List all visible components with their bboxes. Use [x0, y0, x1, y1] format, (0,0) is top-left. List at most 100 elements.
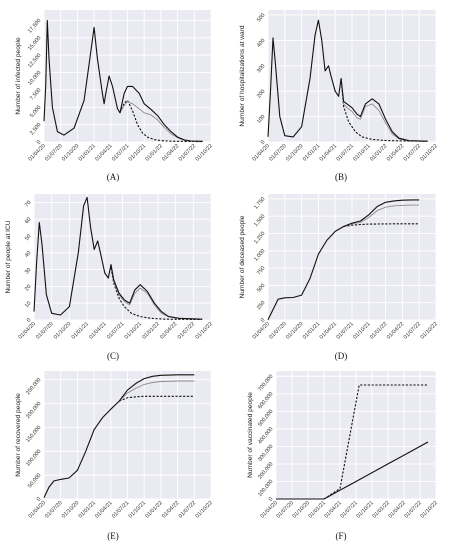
x-tick-label: 01/10/20: [53, 321, 72, 340]
y-tick-label: 40: [24, 250, 33, 259]
x-tick-label: 01/04/22: [159, 321, 178, 340]
x-tick-label: 01/04/21: [88, 321, 107, 340]
y-tick-label: 500: [256, 13, 267, 24]
x-tick-label: 01/01/21: [302, 321, 321, 340]
x-tick-label: 01/01/22: [144, 500, 163, 519]
x-tick-label: 01/04/20: [252, 143, 271, 162]
series-line-s3: [323, 384, 428, 500]
x-tick-label: 01/07/20: [268, 143, 287, 162]
y-tick-label: 150,000: [25, 425, 42, 444]
y-tick-label: 300: [256, 63, 267, 74]
series-line-s2: [118, 380, 195, 402]
x-tick-label: 01/07/22: [403, 143, 422, 162]
x-tick-label: 01/07/22: [178, 143, 197, 162]
x-tick-label: 01/04/21: [319, 321, 338, 340]
y-axis-title: Number of infected people: [15, 37, 22, 115]
y-tick-label: 5,000: [29, 105, 42, 119]
y-tick-label: 20: [24, 284, 33, 293]
y-tick-label: 0: [26, 317, 33, 323]
series-line-s3: [343, 223, 420, 228]
x-tick-label: 01/10/21: [128, 143, 147, 162]
y-tick-label: 500: [256, 283, 267, 294]
x-tick-label: 01/10/20: [285, 321, 304, 340]
series-line-s1: [267, 199, 420, 320]
y-tick-label: 15,000: [27, 35, 42, 52]
x-tick-label: 01/10/21: [128, 500, 147, 519]
y-tick-label: 250: [256, 300, 267, 311]
series-line-s1: [43, 19, 203, 142]
y-tick-label: 1,250: [253, 231, 266, 245]
x-tick-label: 01/10/22: [195, 500, 214, 519]
y-tick-label: 600,000: [257, 391, 274, 410]
series-line-s1: [33, 196, 203, 320]
x-tick-label: 01/04/20: [28, 143, 47, 162]
y-tick-label: 0: [260, 317, 267, 323]
y-tick-label: 10,000: [27, 70, 42, 87]
x-tick-label: 01/07/22: [178, 500, 197, 519]
panel-label: (F): [336, 531, 347, 541]
panel-label: (B): [335, 172, 347, 182]
y-tick-label: 0: [268, 496, 275, 502]
x-tick-label: 01/01/22: [144, 143, 163, 162]
x-tick-label: 01/10/20: [285, 143, 304, 162]
x-tick-label: 01/07/22: [177, 321, 196, 340]
x-tick-label: 01/07/21: [111, 143, 130, 162]
x-tick-label: 01/10/22: [420, 321, 439, 340]
x-tick-label: 01/04/20: [252, 321, 271, 340]
x-tick-label: 01/04/20: [28, 500, 47, 519]
y-tick-label: 70: [24, 200, 33, 209]
y-tick-label: 1,000: [253, 248, 266, 262]
series-line-s1: [267, 19, 428, 142]
chart-panel-f: 01/04/2001/07/2001/10/2001/01/2101/04/21…: [247, 371, 439, 541]
y-tick-label: 30: [24, 267, 33, 276]
x-tick-label: 01/04/21: [319, 143, 338, 162]
y-tick-label: 100: [256, 114, 267, 125]
x-tick-label: 01/04/22: [386, 321, 405, 340]
x-tick-label: 01/10/21: [352, 321, 371, 340]
x-tick-label: 01/07/21: [111, 500, 130, 519]
y-tick-label: 10: [24, 301, 33, 310]
x-tick-label: 01/10/22: [195, 143, 214, 162]
chart-panel-b: 01/04/2001/07/2001/10/2001/01/2101/04/21…: [239, 10, 439, 182]
y-tick-label: 300,000: [257, 444, 274, 463]
y-tick-label: 200: [256, 89, 267, 100]
series-line-s2: [343, 204, 420, 227]
y-tick-label: 200,000: [257, 461, 274, 480]
y-tick-label: 7,500: [29, 87, 42, 101]
panel-label: (E): [107, 531, 119, 541]
y-tick-label: 100,000: [25, 449, 42, 468]
x-tick-label: 01/07/20: [268, 321, 287, 340]
x-tick-label: 01/04/22: [161, 500, 180, 519]
series-line-s1: [276, 441, 429, 500]
x-tick-label: 01/07/21: [336, 143, 355, 162]
x-tick-label: 01/10/20: [61, 500, 80, 519]
y-axis-title: Number of hospitalizations at ward: [239, 25, 246, 126]
y-tick-label: 250,000: [25, 377, 42, 396]
x-tick-label: 01/01/21: [71, 321, 90, 340]
x-tick-label: 01/07/21: [106, 321, 125, 340]
x-tick-label: 01/01/21: [78, 500, 97, 519]
x-tick-label: 01/10/20: [61, 143, 80, 162]
x-tick-label: 01/10/21: [124, 321, 143, 340]
y-tick-label: 750: [256, 266, 267, 277]
y-tick-label: 100,000: [257, 479, 274, 498]
y-tick-label: 0: [260, 139, 267, 145]
x-tick-label: 01/07/20: [35, 321, 54, 340]
x-tick-label: 01/04/21: [94, 500, 113, 519]
series-line-s3: [110, 267, 203, 321]
x-tick-label: 01/01/21: [302, 143, 321, 162]
x-tick-label: 01/04/22: [161, 143, 180, 162]
x-tick-label: 01/01/22: [369, 321, 388, 340]
x-tick-label: 01/07/20: [44, 500, 63, 519]
panel-label: (D): [335, 351, 348, 361]
x-tick-label: 01/10/22: [420, 500, 439, 519]
y-tick-label: 2,500: [29, 122, 42, 136]
y-axis-title: Number of deceased people: [239, 215, 246, 298]
y-tick-label: 0: [36, 496, 43, 502]
x-tick-label: 01/07/20: [44, 143, 63, 162]
y-tick-label: 700,000: [257, 374, 274, 393]
chart-panel-c: 01/04/2001/07/2001/10/2001/01/2101/04/21…: [5, 194, 214, 361]
chart-panel-a: 01/04/2001/07/2001/10/2001/01/2101/04/21…: [15, 10, 214, 182]
x-tick-label: 01/01/22: [141, 321, 160, 340]
y-tick-label: 200,000: [25, 401, 42, 420]
